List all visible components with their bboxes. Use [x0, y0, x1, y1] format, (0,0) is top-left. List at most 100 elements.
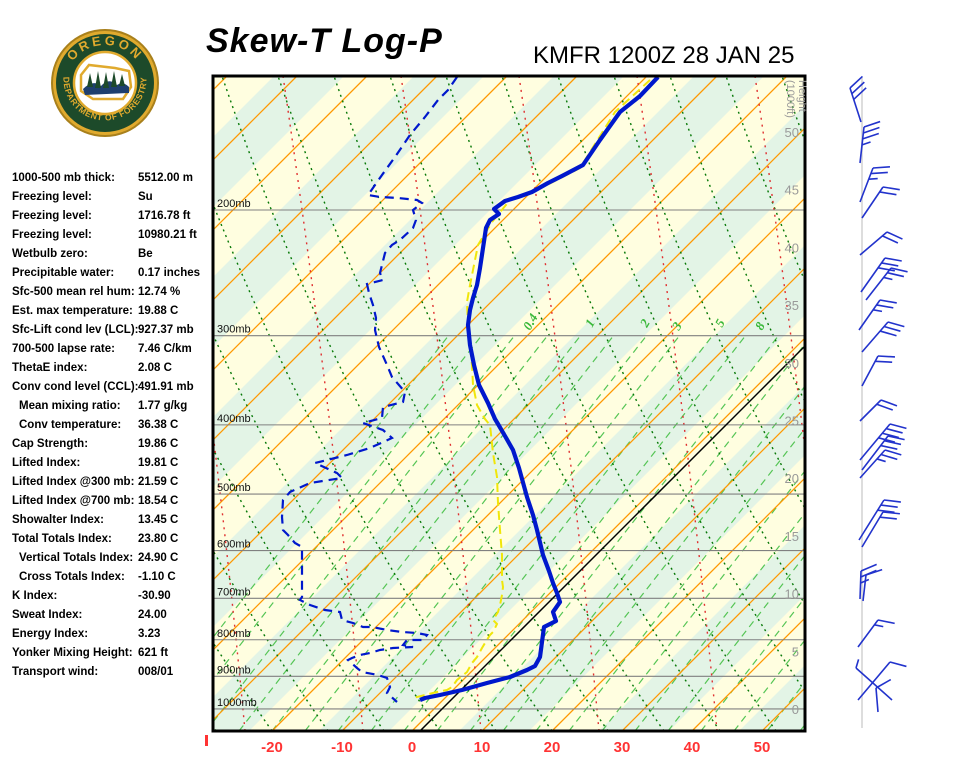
pressure-label: 1000mb	[217, 697, 257, 709]
stat-value: 3.23	[138, 627, 161, 640]
isotherm-line	[621, 547, 805, 731]
isotherm-line	[213, 76, 438, 301]
stat-value: Be	[138, 247, 153, 260]
isotherm-line	[411, 337, 805, 731]
isotherm-line	[213, 76, 578, 441]
plot-area: 0.4 1 2 3 5 8	[0, 76, 960, 731]
stat-row: Lifted Index @700 mb: 18.54 C	[12, 491, 212, 510]
stat-label: Sfc-500 mean rel hum:	[12, 285, 135, 298]
stat-row: Conv temperature: 36.38 C	[12, 415, 212, 434]
stat-label: Showalter Index:	[12, 513, 105, 526]
stat-value: 008/01	[138, 665, 174, 678]
stat-row: Est. max temperature: 19.88 C	[12, 301, 212, 320]
stat-value: 18.54 C	[138, 494, 179, 507]
stat-value: 24.90 C	[138, 551, 179, 564]
stat-row: Freezing level: 1716.78 ft	[12, 206, 212, 225]
dry-adiabat-line	[518, 76, 600, 731]
height-label: 20	[785, 471, 799, 486]
stat-row: Showalter Index: 13.45 C	[12, 510, 212, 529]
stat-value: 1.77 g/kg	[138, 399, 188, 412]
pressure-label: 200mb	[217, 198, 251, 210]
wind-barb	[859, 231, 903, 256]
stat-label: Total Totals Index:	[12, 532, 112, 545]
temp-axis-label: 50	[754, 739, 771, 756]
wind-barb	[861, 435, 905, 471]
wind-barb	[855, 659, 893, 701]
stat-label: Lifted Index @700 mb:	[12, 494, 135, 507]
wind-barb	[865, 267, 908, 301]
wind-barb	[861, 511, 900, 548]
stat-value: 13.45 C	[138, 513, 179, 526]
background-bands	[213, 76, 805, 731]
stat-row: Total Totals Index: 23.80 C	[12, 529, 212, 548]
stat-row: Cross Totals Index: -1.10 C	[12, 567, 212, 586]
isotherm-line	[213, 76, 368, 231]
moist-adiabat-line	[389, 76, 721, 731]
wind-barb	[862, 568, 883, 602]
stat-value: 0.17 inches	[138, 266, 201, 279]
wind-barb	[861, 186, 900, 219]
temp-axis-label: 10	[474, 739, 491, 756]
stat-label: Conv temperature:	[19, 418, 122, 431]
stat-label: Vertical Totals Index:	[19, 551, 134, 564]
height-label: 30	[785, 356, 799, 371]
stat-row: Transport wind: 008/01	[12, 662, 212, 681]
stat-row: Sfc-500 mean rel hum: 12.74 %	[12, 282, 212, 301]
isotherm-line	[213, 76, 648, 511]
isotherm-line	[832, 76, 960, 731]
height-label: 0	[792, 702, 799, 717]
indices-panel: 1000-500 mb thick: 5512.00 m Freezing leve…	[12, 168, 212, 681]
stat-row: Freezing level: 10980.21 ft	[12, 225, 212, 244]
stat-label: ThetaE index:	[12, 361, 88, 374]
moist-adiabat-line	[277, 76, 609, 731]
wetbulb-trace	[412, 79, 651, 699]
wind-barb	[857, 661, 907, 701]
wind-barb	[857, 619, 895, 648]
height-label: 45	[785, 183, 799, 198]
stat-row: K Index: -30.90	[12, 586, 212, 605]
stat-label: Sweat Index:	[12, 608, 83, 621]
wind-barb	[858, 499, 901, 541]
moist-adiabat-line	[613, 76, 805, 510]
logo-mountains	[83, 81, 129, 95]
pressure-label: 400mb	[217, 413, 251, 425]
stat-row: 700-500 lapse rate: 7.46 C/km	[12, 339, 212, 358]
stat-label: Freezing level:	[12, 209, 92, 222]
moist-adiabat-line	[221, 76, 553, 731]
stat-row: Conv cond level (CCL): 491.91 mb	[12, 377, 212, 396]
chart-frame	[211, 74, 807, 733]
logo-trees	[87, 71, 125, 88]
moist-adiabat-line	[445, 76, 777, 731]
temp-axis-label: -10	[331, 739, 353, 756]
page-title: Skew-T Log-P	[206, 22, 443, 60]
temperature-trace	[419, 76, 660, 702]
stat-label: Yonker Mixing Height:	[12, 646, 133, 659]
stat-label: Wetbulb zero:	[12, 247, 88, 260]
isotherm-line	[0, 76, 87, 731]
stat-value: 12.74 %	[138, 285, 181, 298]
stat-value: 7.46 C/km	[138, 342, 192, 355]
height-label: 10	[785, 587, 799, 602]
stat-label: Mean mixing ratio:	[19, 399, 121, 412]
stat-value: 621 ft	[138, 646, 169, 659]
mixing-ratio-label: 0.4	[520, 310, 541, 332]
isotherm-line	[213, 76, 508, 371]
stat-row: 1000-500 mb thick: 5512.00 m	[12, 168, 212, 187]
stat-value: 36.38 C	[138, 418, 179, 431]
stat-row: Mean mixing ratio: 1.77 g/kg	[12, 396, 212, 415]
isotherm-line	[902, 76, 960, 731]
moist-adiabat-line	[0, 76, 160, 731]
wind-barb	[859, 399, 898, 422]
stat-row: ThetaE index: 2.08 C	[12, 358, 212, 377]
moist-adiabat-line	[213, 333, 441, 731]
stat-row: Lifted Index @300 mb: 21.59 C	[12, 472, 212, 491]
temp-axis-label: 30	[614, 739, 631, 756]
pressure-label: 800mb	[217, 628, 251, 640]
height-label: 50	[785, 125, 799, 140]
stat-label: Sfc-Lift cond lev (LCL):	[12, 323, 139, 336]
temperature-axis: -20 -10 0 10 20 30 40 50	[205, 735, 770, 756]
moist-adiabat-line	[333, 76, 665, 731]
stat-label: Lifted Index:	[12, 456, 81, 469]
moist-adiabat-line	[213, 725, 217, 731]
